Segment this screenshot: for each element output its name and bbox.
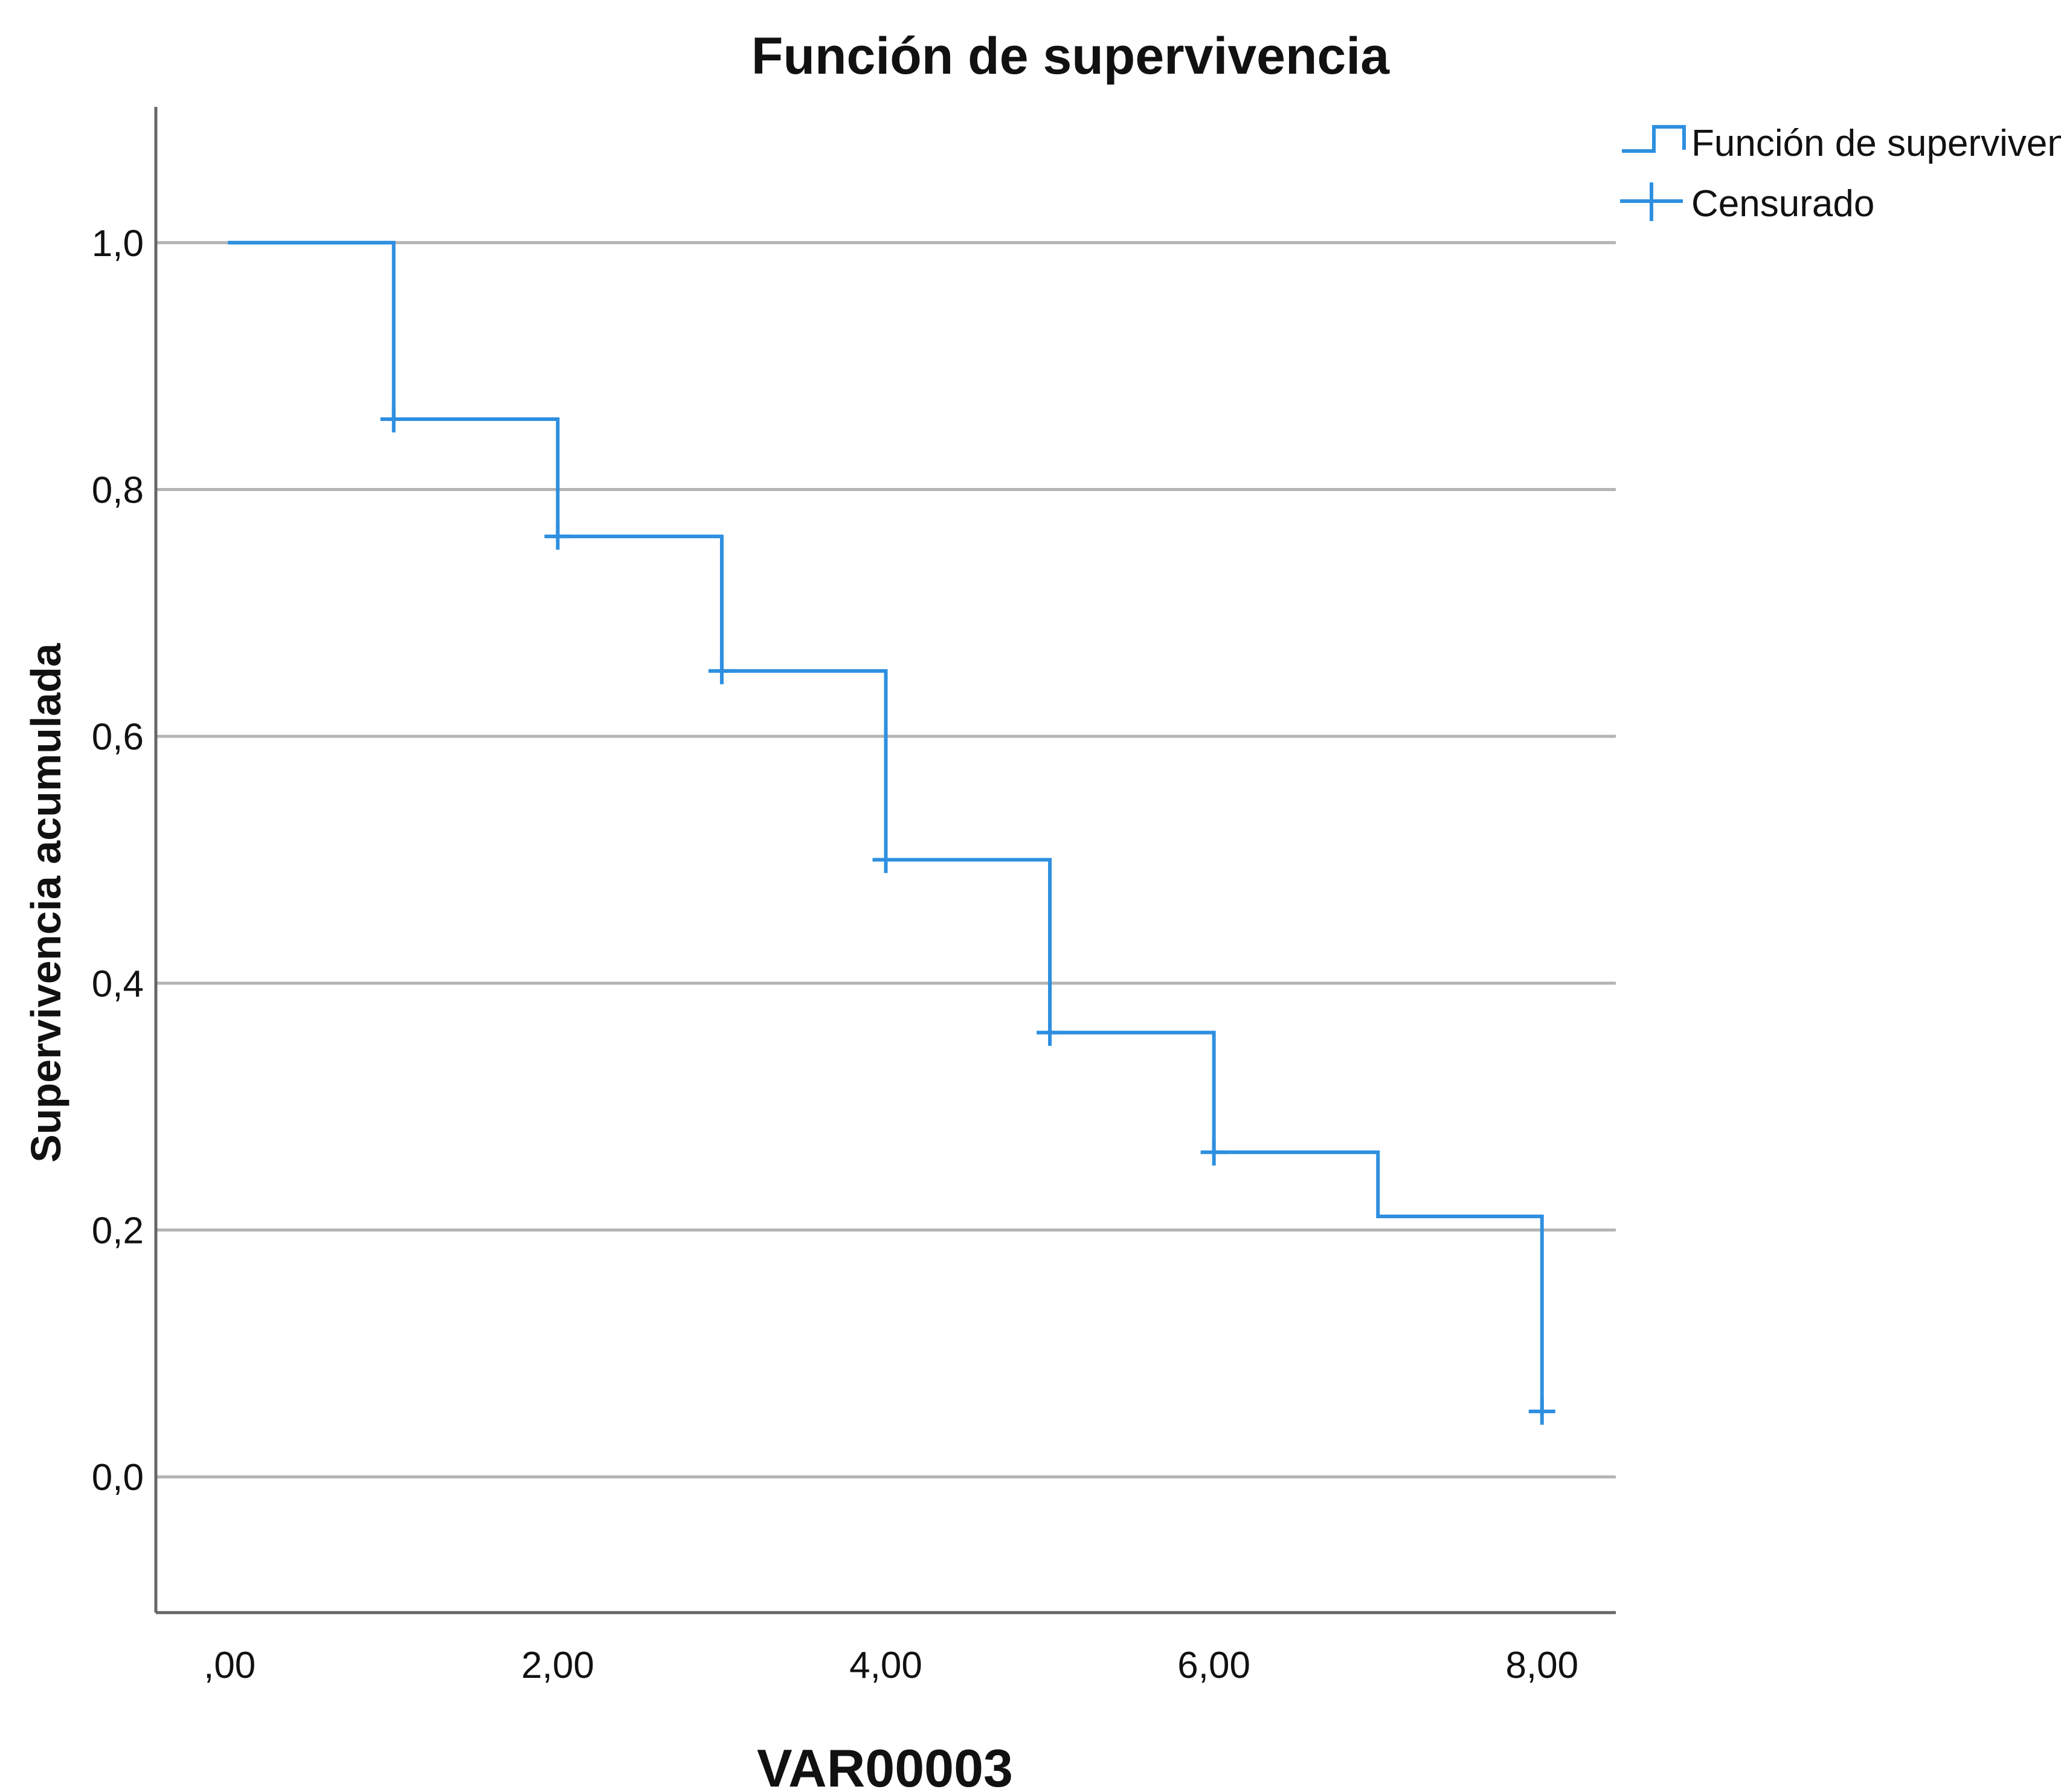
x-axis-label: VAR00003 — [757, 1738, 1013, 1792]
censor-marker — [872, 846, 899, 873]
legend-step-icon — [1622, 125, 1686, 153]
censor-marker — [1528, 1398, 1555, 1425]
legend: Función de supervivencia Censurado — [1620, 123, 2061, 225]
y-tick-label: 0,6 — [92, 716, 144, 758]
text-layer: Función de supervivencia VAR00003 Superv… — [22, 27, 1578, 1792]
x-tick-label: 8,00 — [1505, 1645, 1578, 1686]
y-tick-label: 1,0 — [92, 223, 144, 265]
x-tick-label: 6,00 — [1177, 1645, 1250, 1686]
chart-title: Función de supervivencia — [751, 27, 1390, 85]
censor-marker — [1037, 1019, 1064, 1046]
series-layer — [228, 240, 1555, 1425]
x-tick-label: 2,00 — [521, 1645, 594, 1686]
y-axis-label: Supervivencia acumulada — [22, 643, 69, 1163]
grid-layer — [156, 241, 1616, 1479]
legend-label-censored: Censurado — [1691, 183, 1874, 225]
y-tick-label: 0,8 — [92, 469, 144, 511]
y-tick-label: 0,2 — [92, 1210, 144, 1252]
y-tick-label: 0,0 — [92, 1457, 144, 1498]
y-tick-label: 0,4 — [92, 963, 144, 1005]
censor-marker — [708, 657, 735, 684]
legend-label-survival: Función de supervivencia — [1691, 123, 2061, 164]
censor-marker — [1200, 1138, 1227, 1166]
survival-step-line — [228, 240, 1544, 1413]
censor-marker — [380, 405, 407, 432]
x-tick-label: 4,00 — [849, 1645, 922, 1686]
axis-layer — [154, 107, 1616, 1614]
x-tick-label: ,00 — [204, 1645, 256, 1686]
censor-marker — [544, 523, 571, 550]
